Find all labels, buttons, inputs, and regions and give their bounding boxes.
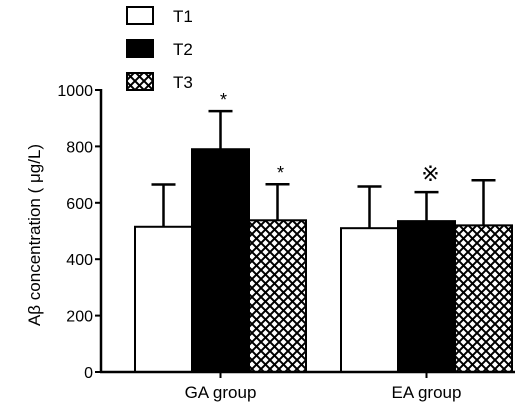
significance-marker: ※ — [421, 161, 439, 186]
bar — [454, 224, 513, 373]
y-tick-label: 1000 — [57, 83, 93, 100]
bar — [248, 219, 307, 373]
legend-swatch — [126, 72, 154, 91]
y-axis-label: Aβ concentration ( μg/L) — [25, 144, 44, 326]
x-tick-label: EA group — [392, 383, 462, 402]
bar — [340, 227, 399, 373]
plot-area: GA group EA group * * ※ 0 200 400 600 800 1000 Aβ c… — [25, 6, 515, 402]
legend-swatch — [126, 39, 154, 58]
legend-swatch — [126, 6, 154, 25]
bar — [397, 220, 456, 373]
y-tick-label: 0 — [84, 365, 93, 382]
legend-label: T3 — [173, 73, 193, 92]
y-tick-label: 200 — [66, 309, 93, 326]
bar — [134, 225, 193, 373]
x-tick-label: GA group — [185, 383, 257, 402]
bar — [191, 148, 250, 373]
y-tick-label: 400 — [66, 252, 93, 269]
legend-label: T2 — [173, 40, 193, 59]
legend-label: T1 — [173, 7, 193, 26]
y-tick-label: 600 — [66, 196, 93, 213]
significance-marker: * — [277, 163, 284, 183]
significance-marker: * — [220, 90, 227, 110]
y-tick-label: 800 — [66, 139, 93, 156]
